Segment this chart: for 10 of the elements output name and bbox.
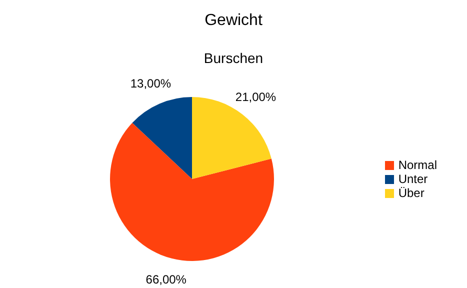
legend-label: Normal — [398, 158, 437, 172]
chart-subtitle: Burschen — [202, 50, 264, 66]
data-label: 66,00% — [146, 272, 187, 287]
legend-label: Über — [398, 186, 424, 200]
data-label: 21,00% — [235, 90, 276, 104]
pie-slice — [110, 122, 274, 261]
data-label: 13,00% — [130, 76, 172, 91]
legend-label: Unter — [398, 172, 428, 186]
pie-slice — [132, 97, 192, 179]
chart-title: Gewicht — [204, 12, 264, 30]
